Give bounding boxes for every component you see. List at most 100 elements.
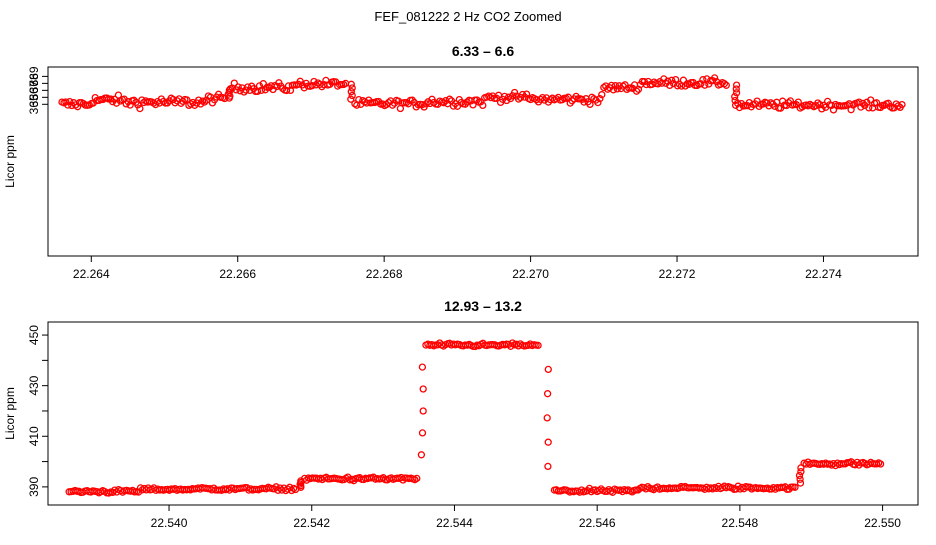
data-point <box>857 103 865 111</box>
y-tick-label: 369 <box>27 66 41 86</box>
data-point <box>419 385 427 393</box>
x-tick-label: 22.266 <box>219 267 256 281</box>
data-points <box>58 74 906 114</box>
plot-frame <box>47 321 919 506</box>
data-point <box>422 100 430 108</box>
data-point <box>732 89 741 97</box>
data-point <box>122 100 130 108</box>
data-point <box>477 98 485 106</box>
data-point <box>510 88 519 97</box>
chart-panel-2: 12.93 – 13.2 Licor ppm 22.540 22.542 22.544 2… <box>3 298 919 530</box>
data-point <box>445 95 454 103</box>
data-point <box>814 99 822 107</box>
y-axis-label: Licor ppm <box>3 135 17 188</box>
data-point <box>534 341 542 350</box>
data-point <box>543 390 552 398</box>
panel-title: 12.93 – 13.2 <box>444 298 522 314</box>
plot-frame <box>47 66 919 257</box>
data-point <box>500 92 509 101</box>
data-point <box>282 86 291 95</box>
data-point <box>596 94 604 103</box>
x-tick-label: 22.270 <box>512 267 549 281</box>
data-point <box>130 96 138 104</box>
data-point <box>417 451 426 459</box>
data-point <box>607 81 616 90</box>
data-point <box>418 363 427 371</box>
data-point <box>347 80 355 88</box>
data-point <box>679 76 688 84</box>
x-tick-label: 22.542 <box>293 516 330 530</box>
data-point <box>473 96 481 104</box>
y-tick-label: 410 <box>27 426 41 446</box>
data-point <box>225 86 234 94</box>
data-point <box>795 471 804 480</box>
data-point <box>731 92 739 101</box>
data-point <box>419 407 427 415</box>
data-point <box>586 100 594 109</box>
data-point <box>791 483 799 491</box>
data-point <box>134 101 142 109</box>
data-point <box>347 88 355 96</box>
data-point <box>508 339 517 347</box>
data-point <box>664 77 672 85</box>
data-point <box>564 93 572 101</box>
data-point <box>112 99 121 107</box>
data-point <box>163 99 171 107</box>
x-tick-label: 22.548 <box>722 516 759 530</box>
y-axis-label: Licor ppm <box>3 387 17 440</box>
data-point <box>255 82 264 90</box>
data-point <box>558 96 566 104</box>
data-point <box>388 101 397 109</box>
data-point <box>230 79 238 87</box>
data-point <box>769 100 777 108</box>
data-point <box>797 464 805 472</box>
data-point <box>898 100 906 109</box>
figure-title: FEF_081222 2 Hz CO2 Zoomed <box>374 9 561 24</box>
data-point <box>64 101 72 109</box>
x-tick-label: 22.264 <box>73 267 110 281</box>
data-point <box>594 98 602 107</box>
data-point <box>348 91 356 100</box>
panel-title: 6.33 – 6.6 <box>452 43 514 59</box>
y-tick-label: 390 <box>27 477 41 497</box>
data-point <box>876 460 885 468</box>
data-point <box>234 83 242 91</box>
data-point <box>73 103 82 111</box>
data-point <box>296 77 304 85</box>
data-point <box>66 97 74 106</box>
data-point <box>257 86 266 94</box>
data-point <box>440 99 448 107</box>
y-tick-label: 430 <box>27 375 41 395</box>
data-point <box>701 81 709 89</box>
data-point <box>849 101 857 109</box>
data-point <box>200 98 209 106</box>
data-point <box>644 483 652 491</box>
data-point <box>720 80 729 88</box>
data-point <box>662 79 670 87</box>
data-point <box>341 79 350 88</box>
data-point <box>796 479 805 487</box>
y-tick-label: 365 <box>27 94 41 114</box>
data-point <box>272 483 280 491</box>
data-point <box>598 91 606 99</box>
data-point <box>532 96 541 104</box>
data-point <box>865 104 873 112</box>
data-point <box>544 365 552 374</box>
data-point <box>348 84 356 92</box>
x-tick-label: 22.546 <box>579 516 616 530</box>
x-tick-label: 22.540 <box>151 516 188 530</box>
data-point <box>859 99 867 108</box>
data-point <box>797 468 805 476</box>
data-point <box>671 75 680 84</box>
data-point <box>544 438 552 446</box>
data-point <box>463 98 471 106</box>
data-point <box>276 484 284 492</box>
data-point <box>544 462 552 471</box>
y-tick-label: 366 <box>27 87 41 107</box>
data-point <box>876 103 885 112</box>
data-point <box>710 74 719 82</box>
data-point <box>681 82 689 90</box>
data-point <box>632 87 641 95</box>
data-point <box>816 101 824 109</box>
